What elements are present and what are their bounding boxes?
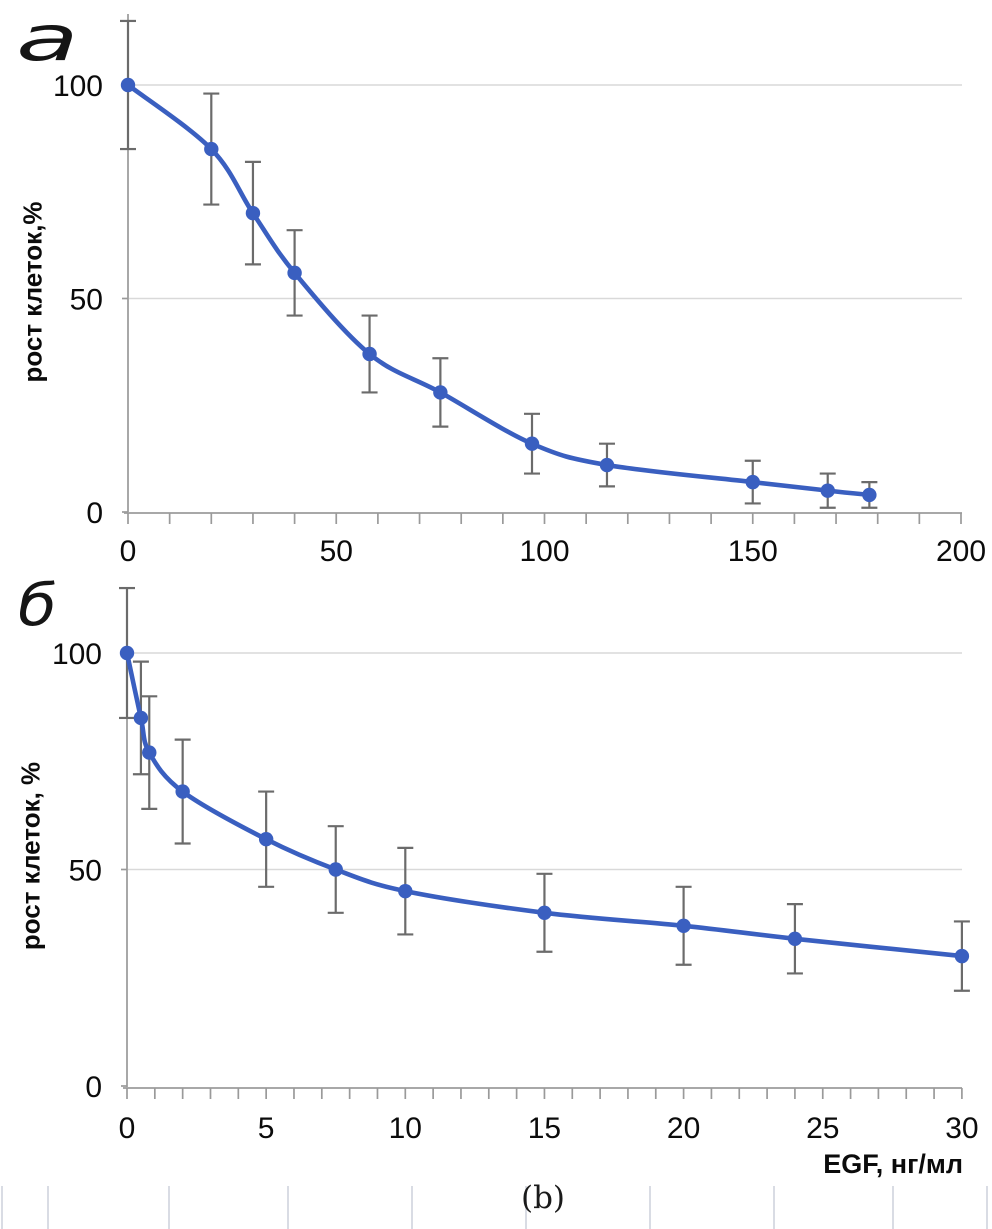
svg-text:100: 100 — [52, 638, 102, 671]
chart-b-x-tick-labels: 0 5 10 15 20 25 30 — [119, 1112, 979, 1145]
svg-text:50: 50 — [70, 284, 103, 317]
chart-b-gridlines — [127, 652, 962, 871]
chart-a-x-tick-labels: 0 50 100 150 200 — [120, 535, 986, 568]
svg-text:5: 5 — [258, 1112, 275, 1145]
chart-b-error-bars — [119, 586, 970, 992]
chart-a-y-tick-labels: 0 50 100 — [53, 70, 103, 530]
svg-text:0: 0 — [85, 1071, 102, 1104]
svg-text:50: 50 — [69, 855, 102, 888]
svg-text:0: 0 — [119, 1112, 136, 1145]
svg-text:100: 100 — [519, 535, 569, 568]
chart-b-y-tick-labels: 0 50 100 — [52, 638, 102, 1104]
panel-a-label: a — [16, 2, 79, 75]
chart-b-y-axis-title: рост клеток, % — [15, 761, 46, 951]
chart-a-y-axis-title: рост клеток,% — [17, 201, 48, 383]
svg-text:100: 100 — [53, 70, 103, 103]
svg-text:30: 30 — [945, 1112, 978, 1145]
svg-text:25: 25 — [806, 1112, 839, 1145]
chart-a-x-ticks — [122, 84, 962, 524]
chart-b-markers — [119, 645, 970, 964]
chart-b-axes — [123, 588, 962, 1089]
svg-text:10: 10 — [389, 1112, 422, 1145]
svg-text:50: 50 — [320, 535, 353, 568]
bottom-ruler-ticks — [1, 1186, 988, 1229]
svg-text:0: 0 — [86, 497, 103, 530]
chart-b: 0 5 10 15 20 25 30 0 50 100 — [52, 586, 979, 1145]
chart-a: 0 50 100 150 200 0 50 100 — [53, 14, 986, 568]
figure-caption: (b) — [520, 1180, 566, 1216]
svg-text:200: 200 — [936, 535, 986, 568]
svg-text:0: 0 — [120, 535, 137, 568]
chart-a-markers — [120, 77, 877, 503]
svg-text:15: 15 — [528, 1112, 561, 1145]
panel-b-label: б — [18, 571, 57, 639]
svg-text:150: 150 — [728, 535, 778, 568]
chart-a-gridlines — [128, 84, 962, 300]
svg-text:20: 20 — [667, 1112, 700, 1145]
chart-a-error-bars — [120, 19, 878, 509]
chart-b-x-axis-title: EGF, нг/мл — [823, 1149, 963, 1179]
chart-a-series-line — [125, 82, 872, 498]
chart-b-x-ticks — [121, 652, 963, 1099]
